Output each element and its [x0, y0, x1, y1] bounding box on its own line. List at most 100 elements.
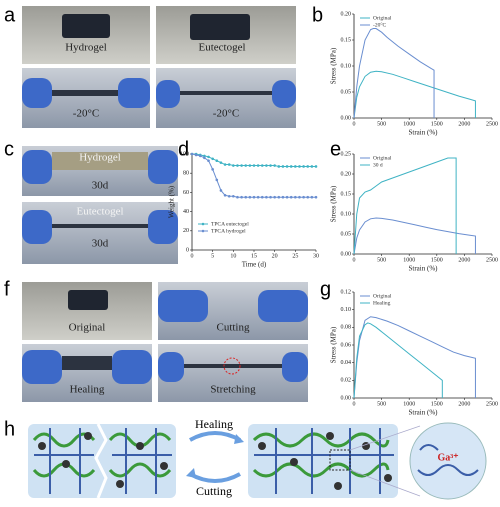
x-tick-label: 2500	[486, 401, 498, 407]
legend-label: TPCA hydrogel	[211, 228, 246, 234]
x-tick-label: 0	[353, 257, 356, 263]
data-point	[285, 165, 289, 168]
series-line	[353, 316, 476, 399]
y-axis-label: Weight (%)	[168, 185, 176, 218]
zoom-lines	[349, 425, 421, 497]
series-line	[353, 70, 476, 119]
sample	[62, 356, 112, 370]
x-tick-label: 2500	[486, 257, 498, 263]
y-tick-label: 0.00	[341, 115, 352, 121]
glove	[156, 80, 180, 108]
y-tick-label: 20	[183, 228, 189, 234]
sample	[190, 14, 250, 40]
data-point	[277, 165, 281, 168]
data-point	[219, 161, 223, 164]
x-tick-label: 2500	[486, 121, 498, 127]
x-tick-label: 2000	[458, 401, 470, 407]
y-tick-label: 0.10	[341, 211, 352, 217]
axis	[191, 154, 316, 251]
y-tick-label: 0.02	[341, 378, 352, 384]
data-point	[244, 164, 248, 167]
sample	[184, 364, 282, 368]
data-point	[289, 195, 293, 199]
x-tick-label: 5	[211, 253, 214, 259]
series-line	[353, 157, 457, 255]
x-tick-label: 1500	[431, 257, 443, 263]
axis	[353, 154, 492, 255]
photo-label: Hydrogel	[79, 152, 121, 164]
y-tick-label: 0.04	[341, 360, 352, 366]
sample	[180, 91, 272, 95]
x-tick-label: 30	[313, 253, 319, 259]
x-tick-label: 20	[272, 253, 278, 259]
photo-label: -20°C	[73, 108, 99, 120]
zoom-circle	[409, 422, 487, 500]
data-point	[289, 165, 293, 168]
arrow	[189, 431, 241, 442]
y-tick-label: 100	[180, 151, 189, 157]
data-point	[298, 165, 301, 168]
glove	[118, 78, 150, 108]
data-point	[190, 152, 194, 156]
network-panel	[248, 424, 398, 498]
photo-label: -20°C	[213, 108, 239, 120]
data-point	[223, 163, 227, 166]
x-tick-label: 500	[377, 257, 386, 263]
panel-letter: h	[4, 418, 15, 440]
data-point	[203, 156, 206, 160]
x-axis-label: Strain (%)	[409, 265, 439, 273]
chart: 0 500 1000 1500 2000 2500 0.00 0.02 0.04 0.06 0.08…	[330, 289, 498, 416]
data-point	[252, 195, 256, 199]
ion-label: Ga³⁺	[437, 452, 458, 463]
data-point	[306, 165, 310, 168]
x-tick-label: 15	[251, 253, 257, 259]
y-axis-label: Stress (MPa)	[330, 47, 338, 84]
series-line	[191, 153, 316, 198]
x-tick-label: 1500	[431, 121, 443, 127]
chart: 0 5 10 15 20 25 30 0 20 40 60 80 100 Time (d) Weight (…	[168, 151, 319, 268]
photo-label: Eutectogel	[76, 206, 123, 218]
panel-letter: f	[4, 278, 10, 300]
data-point	[269, 195, 272, 199]
chart: 0 500 1000 1500 2000 2500 0.00 0.05 0.10 0.15 0.20…	[330, 151, 498, 272]
photo-label: Hydrogel	[65, 42, 107, 54]
data-point	[256, 195, 260, 199]
data-point	[269, 164, 272, 167]
data-point	[194, 153, 198, 157]
data-point	[277, 195, 281, 199]
y-tick-label: 0.15	[341, 37, 352, 43]
legend-marker	[201, 229, 205, 233]
data-point	[232, 164, 235, 167]
y-tick-label: 0.25	[341, 151, 352, 157]
x-tick-label: 500	[377, 121, 386, 127]
photo-label: Stretching	[210, 384, 256, 396]
data-point	[240, 195, 243, 199]
panel-letter: d	[178, 138, 189, 160]
data-point	[256, 164, 260, 167]
sample	[52, 152, 148, 170]
data-point	[265, 164, 268, 167]
data-point	[207, 159, 210, 163]
photo-group-f: Original Cutting Healing Stretching	[22, 282, 308, 402]
y-tick-label: 0.20	[341, 11, 352, 17]
data-point	[227, 163, 231, 166]
data-point	[310, 195, 314, 199]
sample	[52, 224, 148, 228]
photo-label: 30d	[92, 180, 109, 192]
data-point	[302, 165, 305, 168]
data-point	[211, 168, 214, 171]
y-tick-label: 0.20	[341, 171, 352, 177]
y-tick-label: 60	[183, 190, 189, 196]
photo-label: Cutting	[216, 322, 250, 334]
y-axis-label: Stress (MPa)	[330, 185, 338, 222]
y-tick-label: 0.10	[341, 63, 352, 69]
sample	[62, 14, 110, 38]
legend-label: 30 d	[373, 162, 383, 168]
data-point	[207, 155, 210, 159]
data-point	[232, 194, 235, 198]
photo-group-a: Hydrogel Eutectogel -20°C -20°C	[22, 6, 296, 128]
y-axis-label: Stress (MPa)	[330, 326, 338, 363]
series-line	[353, 28, 435, 119]
data-point	[236, 195, 239, 199]
y-tick-label: 40	[183, 209, 189, 215]
